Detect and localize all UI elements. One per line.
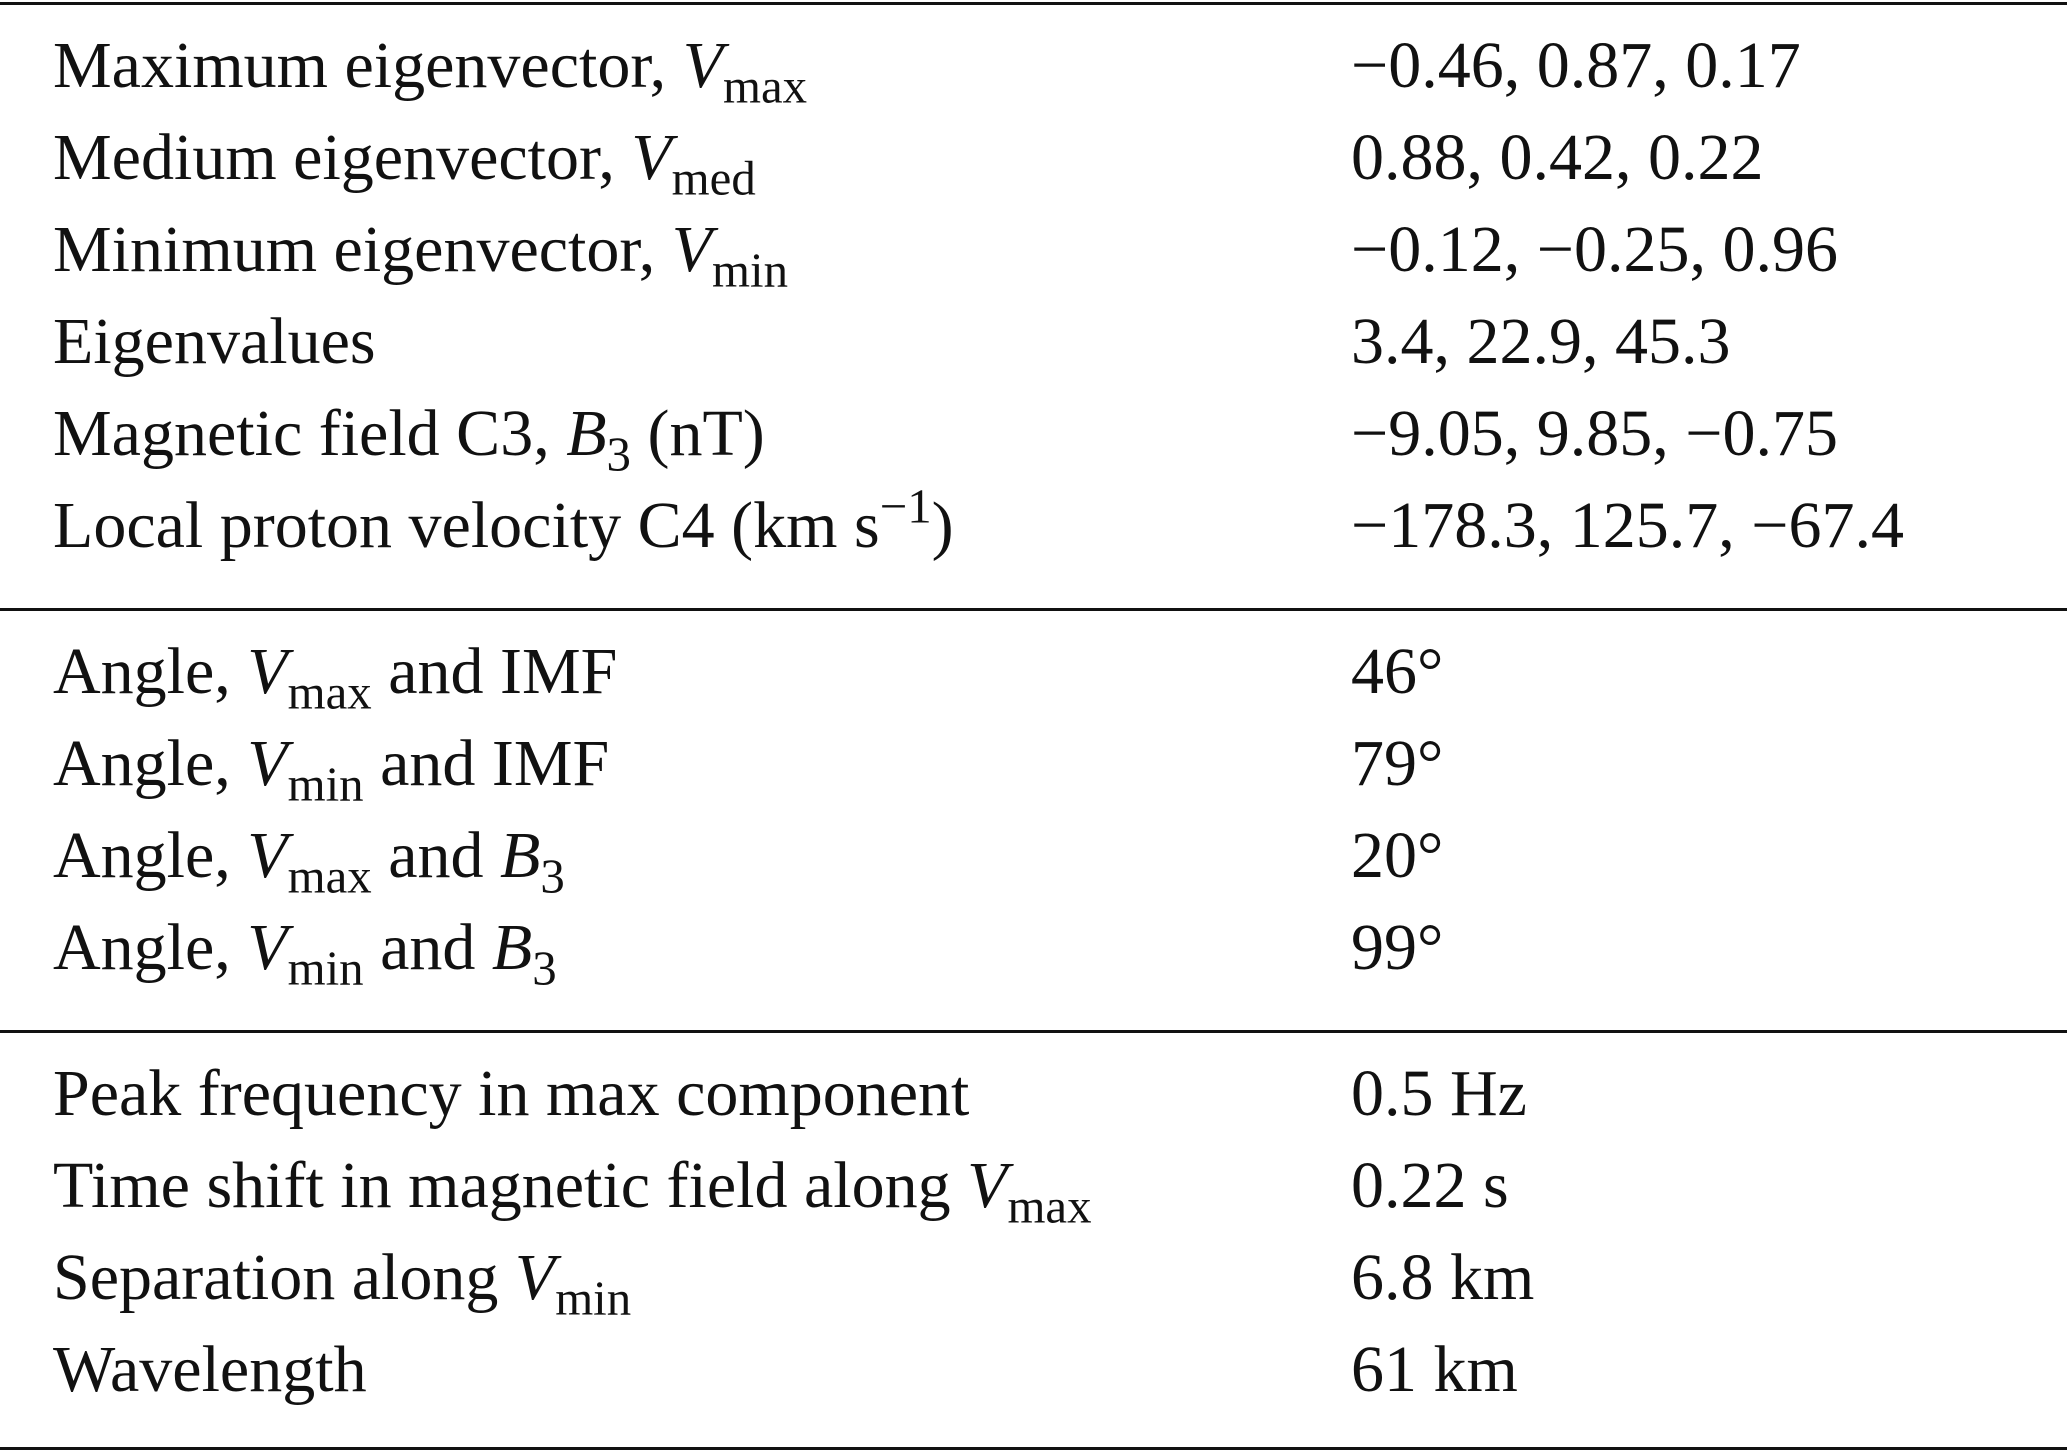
rule bbox=[0, 2, 2067, 5]
label-part: min bbox=[555, 1270, 632, 1326]
label-part: med bbox=[671, 150, 756, 206]
label-part: and IMF bbox=[363, 727, 610, 800]
row-label: Minimum eigenvector, Vmin bbox=[53, 208, 788, 295]
label-part: V bbox=[247, 819, 288, 892]
row-label: Magnetic field C3, B3 (nT) bbox=[53, 392, 765, 479]
label-part: 3 bbox=[540, 848, 565, 904]
row-label: Maximum eigenvector, Vmax bbox=[53, 24, 807, 111]
row-label: Local proton velocity C4 (km s−1) bbox=[53, 482, 954, 568]
label-part: and IMF bbox=[371, 635, 618, 708]
label-part: Angle, bbox=[53, 727, 248, 800]
row-label: Time shift in magnetic field along Vmax bbox=[53, 1144, 1092, 1231]
label-part: min bbox=[287, 756, 364, 812]
label-part: V bbox=[247, 727, 288, 800]
row-value: 0.88, 0.42, 0.22 bbox=[1351, 121, 1764, 194]
label-part: B bbox=[566, 397, 607, 470]
label-part: V bbox=[631, 121, 672, 194]
label-part: (nT) bbox=[630, 397, 765, 470]
label-part: Wavelength bbox=[53, 1333, 367, 1406]
label-part: −1 bbox=[879, 478, 932, 534]
row-label: Peak frequency in max component bbox=[53, 1052, 969, 1136]
row-value: 0.22 s bbox=[1351, 1149, 1509, 1222]
label-part: ) bbox=[931, 489, 954, 562]
label-part: B bbox=[500, 819, 541, 892]
label-part: Eigenvalues bbox=[53, 305, 376, 378]
label-part: max bbox=[287, 664, 372, 720]
label-part: Minimum eigenvector, bbox=[53, 213, 672, 286]
row-value: 20° bbox=[1351, 819, 1444, 892]
label-part: max bbox=[723, 58, 808, 114]
row-label: Eigenvalues bbox=[53, 300, 376, 384]
rule bbox=[0, 1030, 2067, 1033]
label-part: Maximum eigenvector, bbox=[53, 29, 683, 102]
label-part: max bbox=[1007, 1178, 1092, 1234]
row-label: Angle, Vmin and IMF bbox=[53, 722, 610, 809]
label-part: max bbox=[287, 848, 372, 904]
label-part: V bbox=[247, 635, 288, 708]
row-value: −0.12, −0.25, 0.96 bbox=[1351, 213, 1838, 286]
label-part: 3 bbox=[606, 426, 631, 482]
label-part: Time shift in magnetic field along bbox=[53, 1149, 968, 1222]
label-part: and bbox=[363, 911, 492, 984]
row-label: Angle, Vmax and IMF bbox=[53, 630, 618, 717]
row-value: 99° bbox=[1351, 911, 1444, 984]
rule bbox=[0, 1447, 2067, 1450]
label-part: Medium eigenvector, bbox=[53, 121, 632, 194]
row-value: −178.3, 125.7, −67.4 bbox=[1351, 489, 1904, 562]
label-part: 3 bbox=[532, 940, 557, 996]
label-part: V bbox=[671, 213, 713, 286]
row-label: Wavelength bbox=[53, 1328, 367, 1412]
row-label: Separation along Vmin bbox=[53, 1236, 631, 1323]
label-part: B bbox=[491, 911, 533, 984]
label-part: Angle, bbox=[53, 635, 248, 708]
label-part: Separation along bbox=[53, 1241, 515, 1314]
label-part: min bbox=[712, 242, 789, 298]
row-value: 6.8 km bbox=[1351, 1241, 1535, 1314]
label-part: V bbox=[682, 29, 724, 102]
label-part: Peak frequency in max component bbox=[53, 1057, 970, 1130]
label-part: Local proton velocity C4 (km s bbox=[53, 489, 880, 562]
label-part: V bbox=[247, 911, 288, 984]
label-part: min bbox=[287, 940, 364, 996]
row-value: 79° bbox=[1351, 727, 1444, 800]
rule bbox=[0, 608, 2067, 611]
label-part: V bbox=[967, 1149, 1008, 1222]
row-value: 46° bbox=[1351, 635, 1444, 708]
label-part: Angle, bbox=[53, 819, 248, 892]
label-part: Angle, bbox=[53, 911, 248, 984]
row-value: 0.5 Hz bbox=[1351, 1057, 1527, 1130]
row-value: −0.46, 0.87, 0.17 bbox=[1351, 29, 1801, 102]
label-part: V bbox=[514, 1241, 556, 1314]
label-part: and bbox=[371, 819, 500, 892]
row-label: Angle, Vmax and B3 bbox=[53, 814, 565, 901]
row-value: 61 km bbox=[1351, 1333, 1518, 1406]
label-part: Magnetic field C3, bbox=[53, 397, 567, 470]
row-label: Medium eigenvector, Vmed bbox=[53, 116, 756, 203]
row-label: Angle, Vmin and B3 bbox=[53, 906, 557, 993]
row-value: −9.05, 9.85, −0.75 bbox=[1351, 397, 1838, 470]
row-value: 3.4, 22.9, 45.3 bbox=[1351, 305, 1731, 378]
